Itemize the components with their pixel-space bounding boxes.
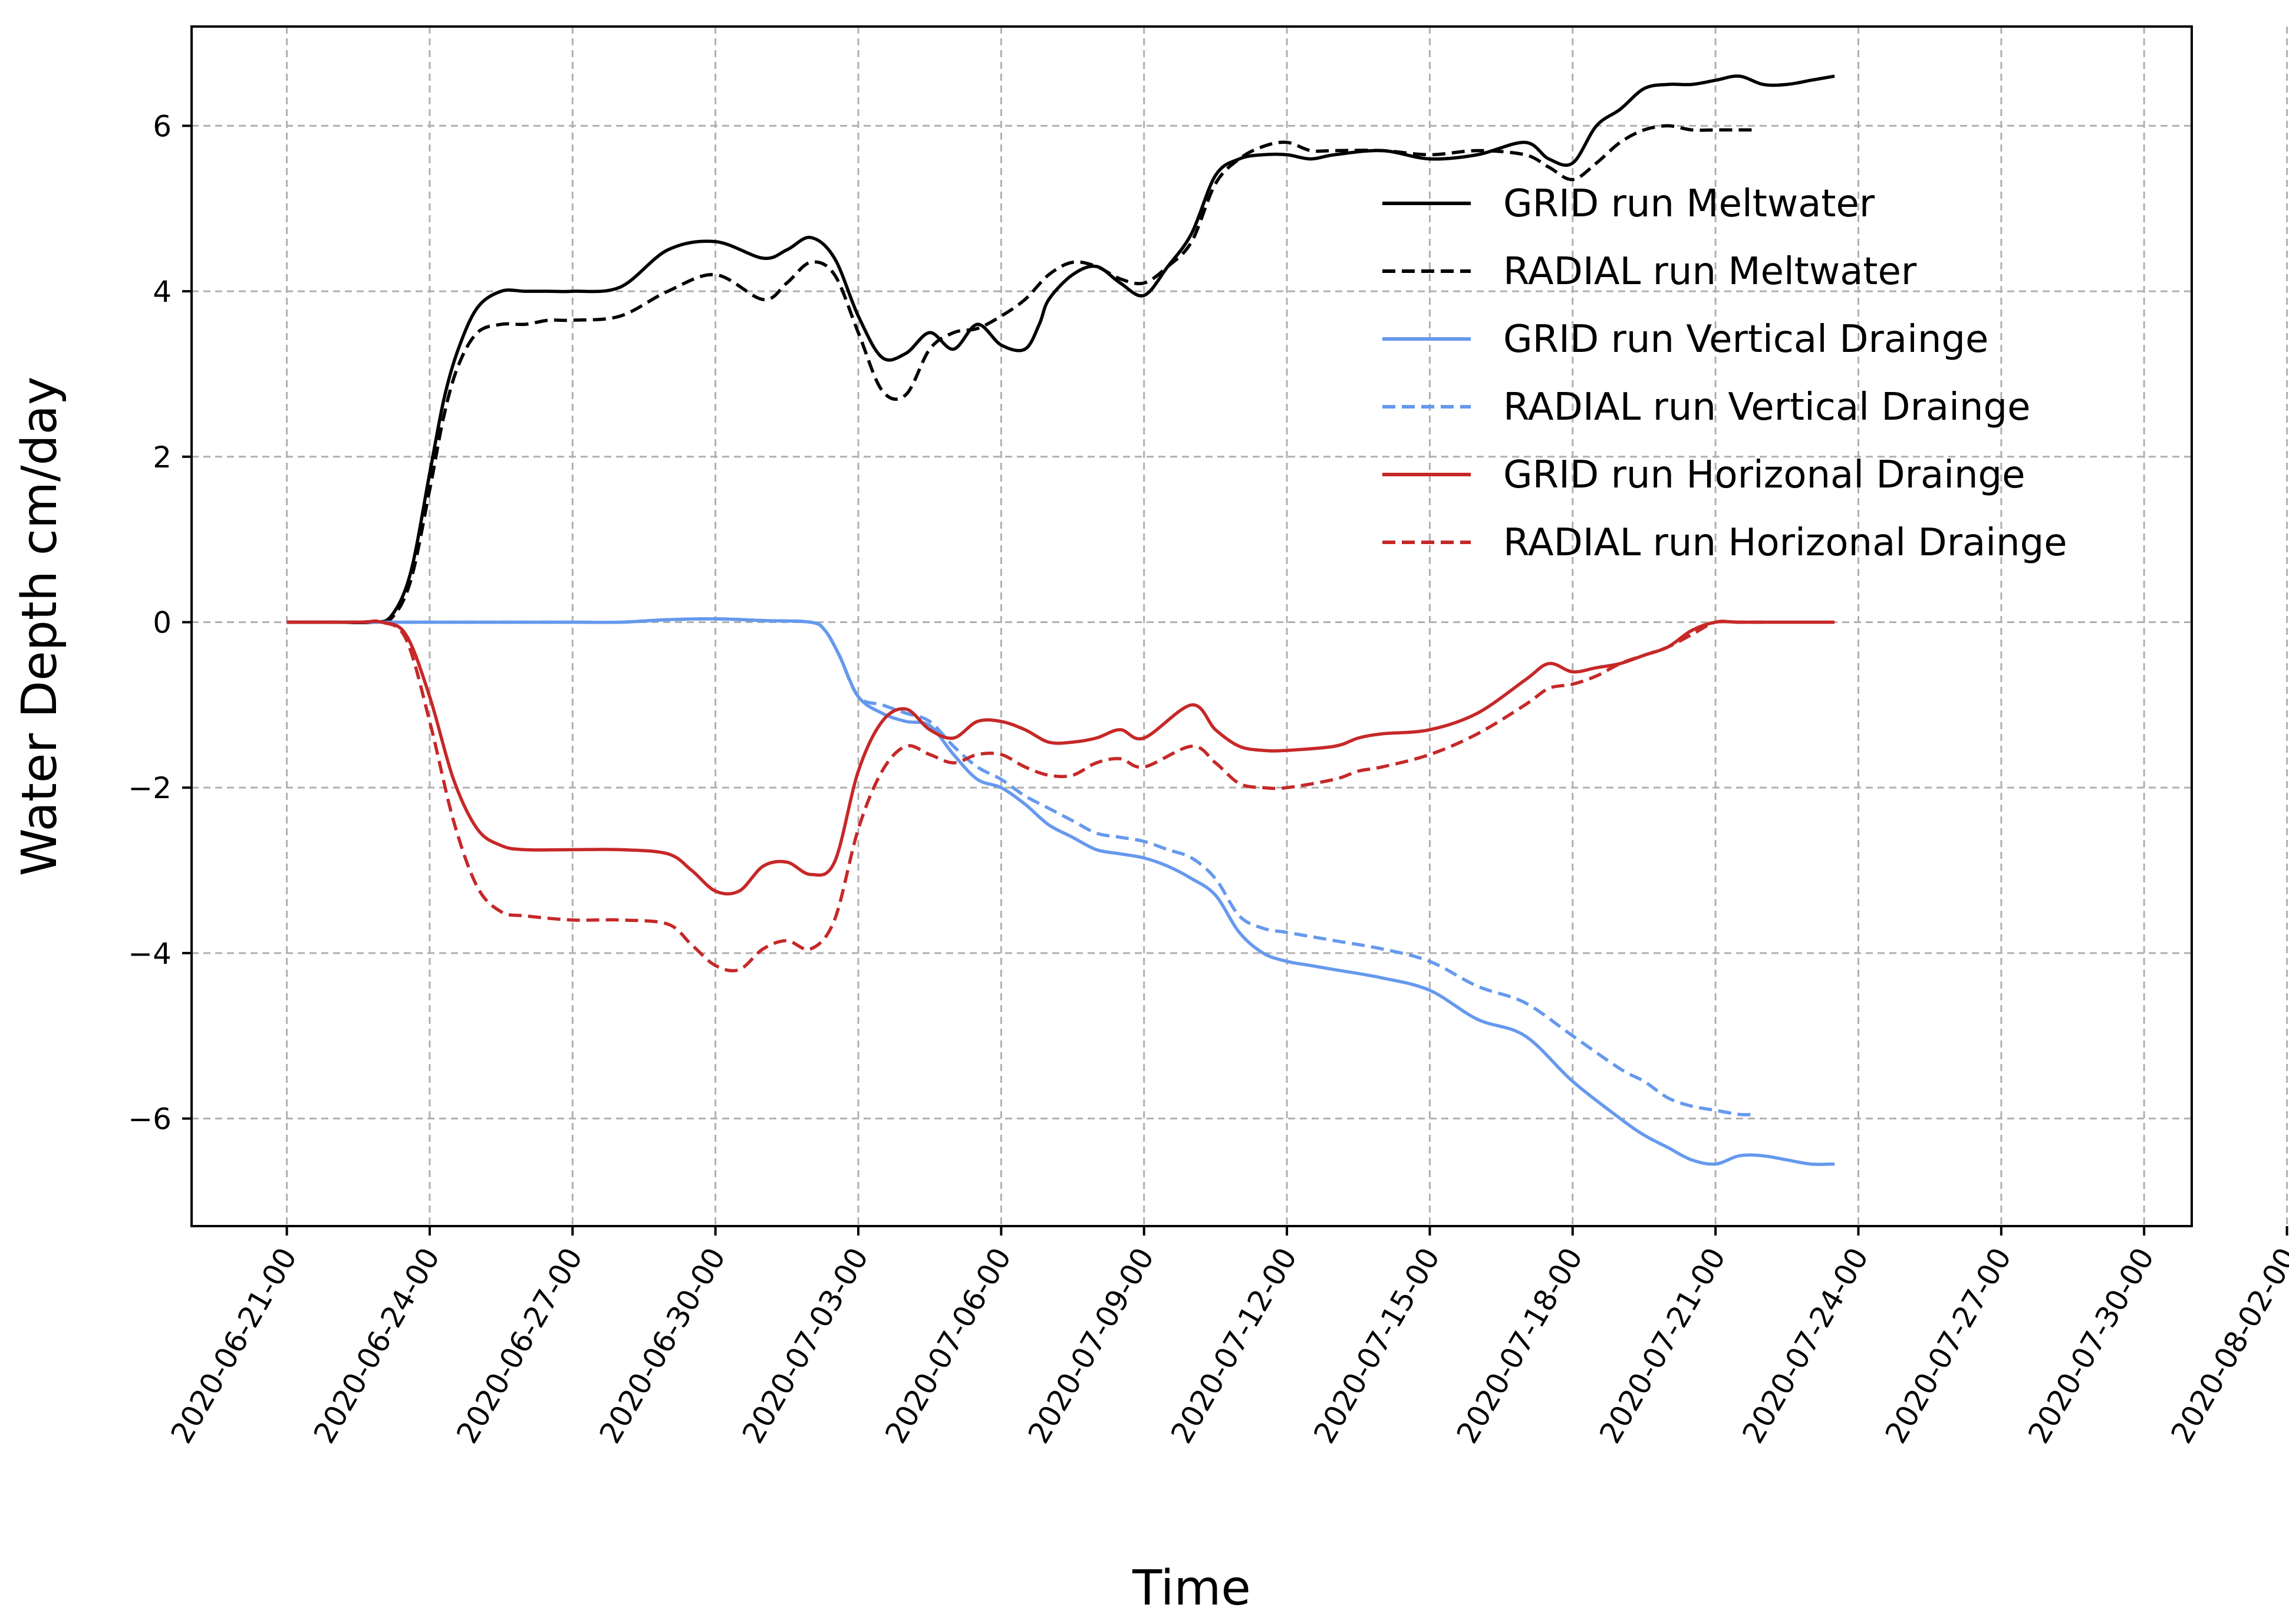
legend-label: RADIAL run Horizonal Drainge [1503,521,2067,565]
x-tick-label: 2020-07-30-00 [2021,1242,2160,1449]
series-line-radial-run-horizonal-drainge [286,619,1763,973]
legend-label: GRID run Vertical Drainge [1503,318,1988,361]
y-tick-label: 2 [153,440,172,475]
x-tick-label: 2020-06-27-00 [450,1242,589,1449]
x-tick-label: 2020-06-30-00 [593,1242,732,1449]
series-line-radial-run-vertical-drainge [286,617,1754,1116]
x-tick-label: 2020-07-24-00 [1736,1242,1875,1449]
series-line-radial-run-meltwater [286,124,1754,624]
x-tick-label: 2020-07-18-00 [1450,1242,1589,1449]
series-line-grid-run-vertical-drainge [286,617,1835,1166]
x-tick-label: 2020-07-15-00 [1307,1242,1446,1449]
series-layer [286,74,1835,1166]
x-axis-label: Time [1132,1560,1251,1616]
y-tick-label: −4 [128,937,172,971]
y-tick-label: −6 [128,1102,172,1137]
x-tick-label: 2020-07-21-00 [1593,1242,1732,1449]
y-tick-label: 6 [153,109,172,143]
legend-label: RADIAL run Vertical Drainge [1503,386,2030,429]
x-tick-label: 2020-07-09-00 [1022,1242,1161,1449]
y-axis-label: Water Depth cm/day [12,377,68,877]
series-line-grid-run-meltwater [286,74,1835,625]
legend-label: GRID run Horizonal Drainge [1503,453,2025,497]
x-tick-label: 2020-08-02-00 [2165,1242,2289,1449]
legend-label: GRID run Meltwater [1503,182,1875,226]
x-tick-label: 2020-07-06-00 [878,1242,1017,1449]
y-tick-label: 0 [153,605,172,640]
grid [192,27,2288,1226]
x-tick-label: 2020-07-03-00 [736,1242,875,1449]
legend-label: RADIAL run Meltwater [1503,250,1917,294]
x-tick-label: 2020-07-27-00 [1879,1242,2018,1449]
y-tick-label: 4 [153,275,172,309]
series-line-grid-run-horizonal-drainge [286,620,1835,896]
y-tick-label: −2 [128,771,172,805]
x-tick-label: 2020-06-24-00 [307,1242,446,1449]
x-tick-label: 2020-06-21-00 [164,1242,304,1449]
x-tick-label: 2020-07-12-00 [1164,1242,1303,1449]
legend: GRID run Meltwater RADIAL run Meltwater GR… [1382,182,2067,565]
plot-frame [190,25,2193,1227]
